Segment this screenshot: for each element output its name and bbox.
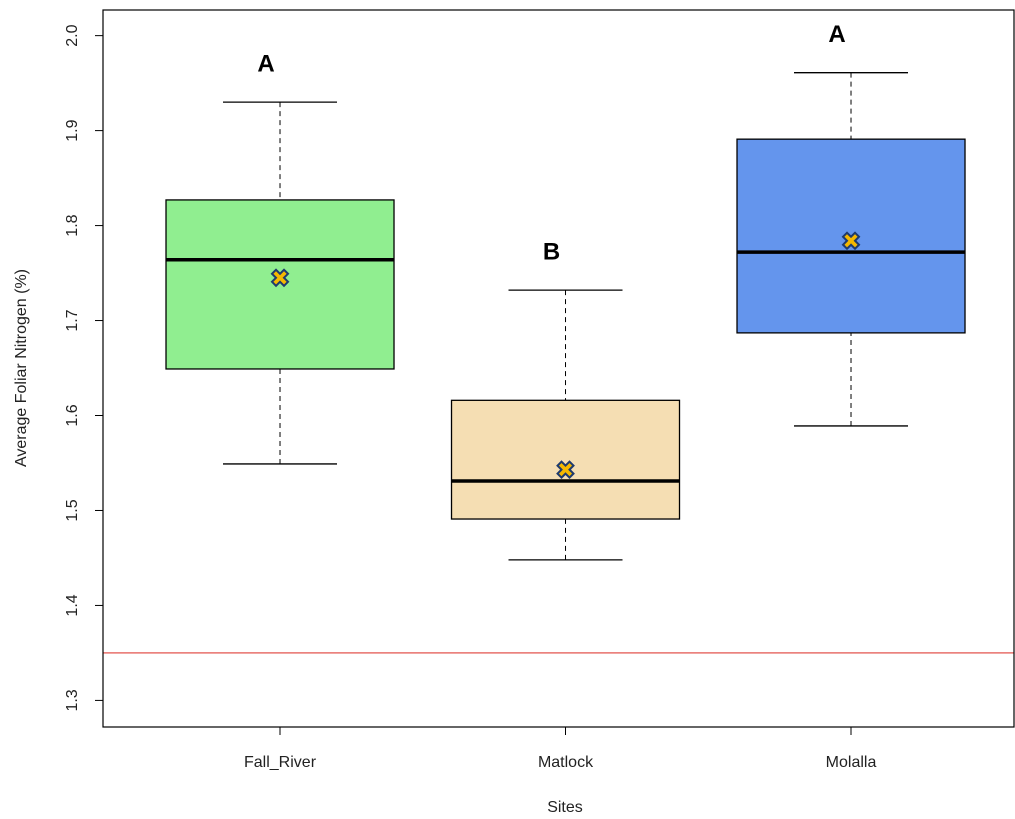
y-tick-label: 1.7 xyxy=(64,309,81,331)
y-tick-label: 1.4 xyxy=(64,594,81,616)
y-tick-label: 1.5 xyxy=(64,499,81,521)
box xyxy=(450,399,681,520)
y-tick-label: 1.3 xyxy=(64,689,81,711)
x-axis-label: Sites xyxy=(547,799,583,816)
x-tick-label: Matlock xyxy=(538,754,594,771)
y-tick-label: 2.0 xyxy=(64,24,81,46)
x-tick-label: Fall_River xyxy=(244,754,317,771)
mean-marker xyxy=(270,268,290,288)
group-letter: A xyxy=(257,50,274,77)
plot-frame xyxy=(102,9,1015,728)
y-axis-label: Average Foliar Nitrogen (%) xyxy=(13,269,30,467)
box xyxy=(165,199,395,370)
group-letter: A xyxy=(828,21,845,48)
y-tick-label: 1.8 xyxy=(64,214,81,236)
y-tick-label: 1.6 xyxy=(64,404,81,426)
mean-marker xyxy=(841,231,861,251)
mean-marker xyxy=(556,460,575,480)
group-letter: B xyxy=(543,238,560,265)
x-tick-label: Molalla xyxy=(826,754,877,771)
y-tick-label: 1.9 xyxy=(64,119,81,141)
